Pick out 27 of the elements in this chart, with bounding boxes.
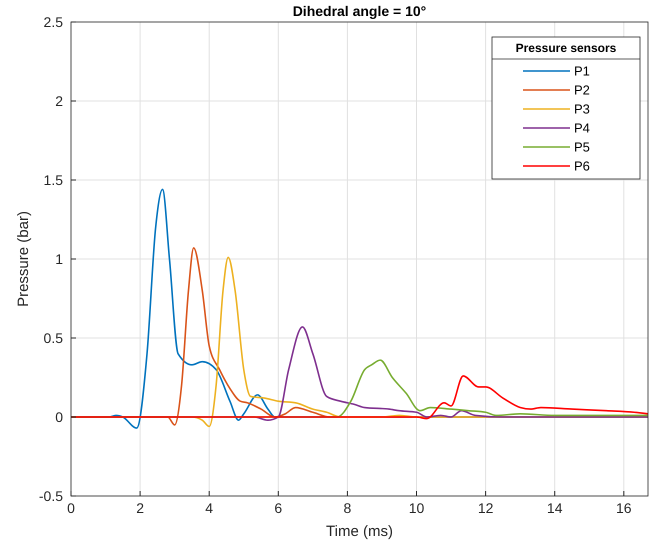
x-tick-label: 12 [478, 500, 494, 516]
x-tick-label: 4 [205, 500, 214, 516]
y-tick-label: 1.5 [44, 172, 64, 188]
x-axis-title: Time (ms) [326, 523, 393, 540]
y-tick-label: -0.5 [38, 488, 64, 504]
line-series [70, 375, 649, 420]
chart-title: Dihedral angle = 10° [292, 3, 426, 19]
y-tick-label: 2 [55, 92, 64, 109]
x-tick-label: 10 [408, 500, 425, 516]
x-tick-label: 8 [344, 500, 352, 516]
x-tick-label: 14 [546, 500, 563, 516]
x-tick-label: 0 [67, 500, 76, 516]
legend-label: P2 [574, 82, 590, 98]
x-tick-label: 6 [274, 500, 282, 516]
y-tick-label: 0 [55, 408, 64, 425]
x-tick-label: 16 [616, 500, 632, 516]
legend-label: P6 [574, 158, 590, 174]
y-tick-label: 1 [55, 250, 64, 267]
legend-label: P3 [574, 102, 590, 117]
x-tick-label: 2 [136, 500, 144, 516]
legend-title: Pressure sensors [516, 41, 617, 55]
y-tick-label: 0.5 [44, 330, 64, 346]
legend-label: P5 [574, 140, 590, 155]
y-tick-label: 2.5 [44, 14, 64, 30]
legend-label: P1 [574, 64, 590, 79]
y-axis-title: Pressure (bar) [15, 211, 32, 307]
legend-label: P4 [574, 120, 590, 136]
